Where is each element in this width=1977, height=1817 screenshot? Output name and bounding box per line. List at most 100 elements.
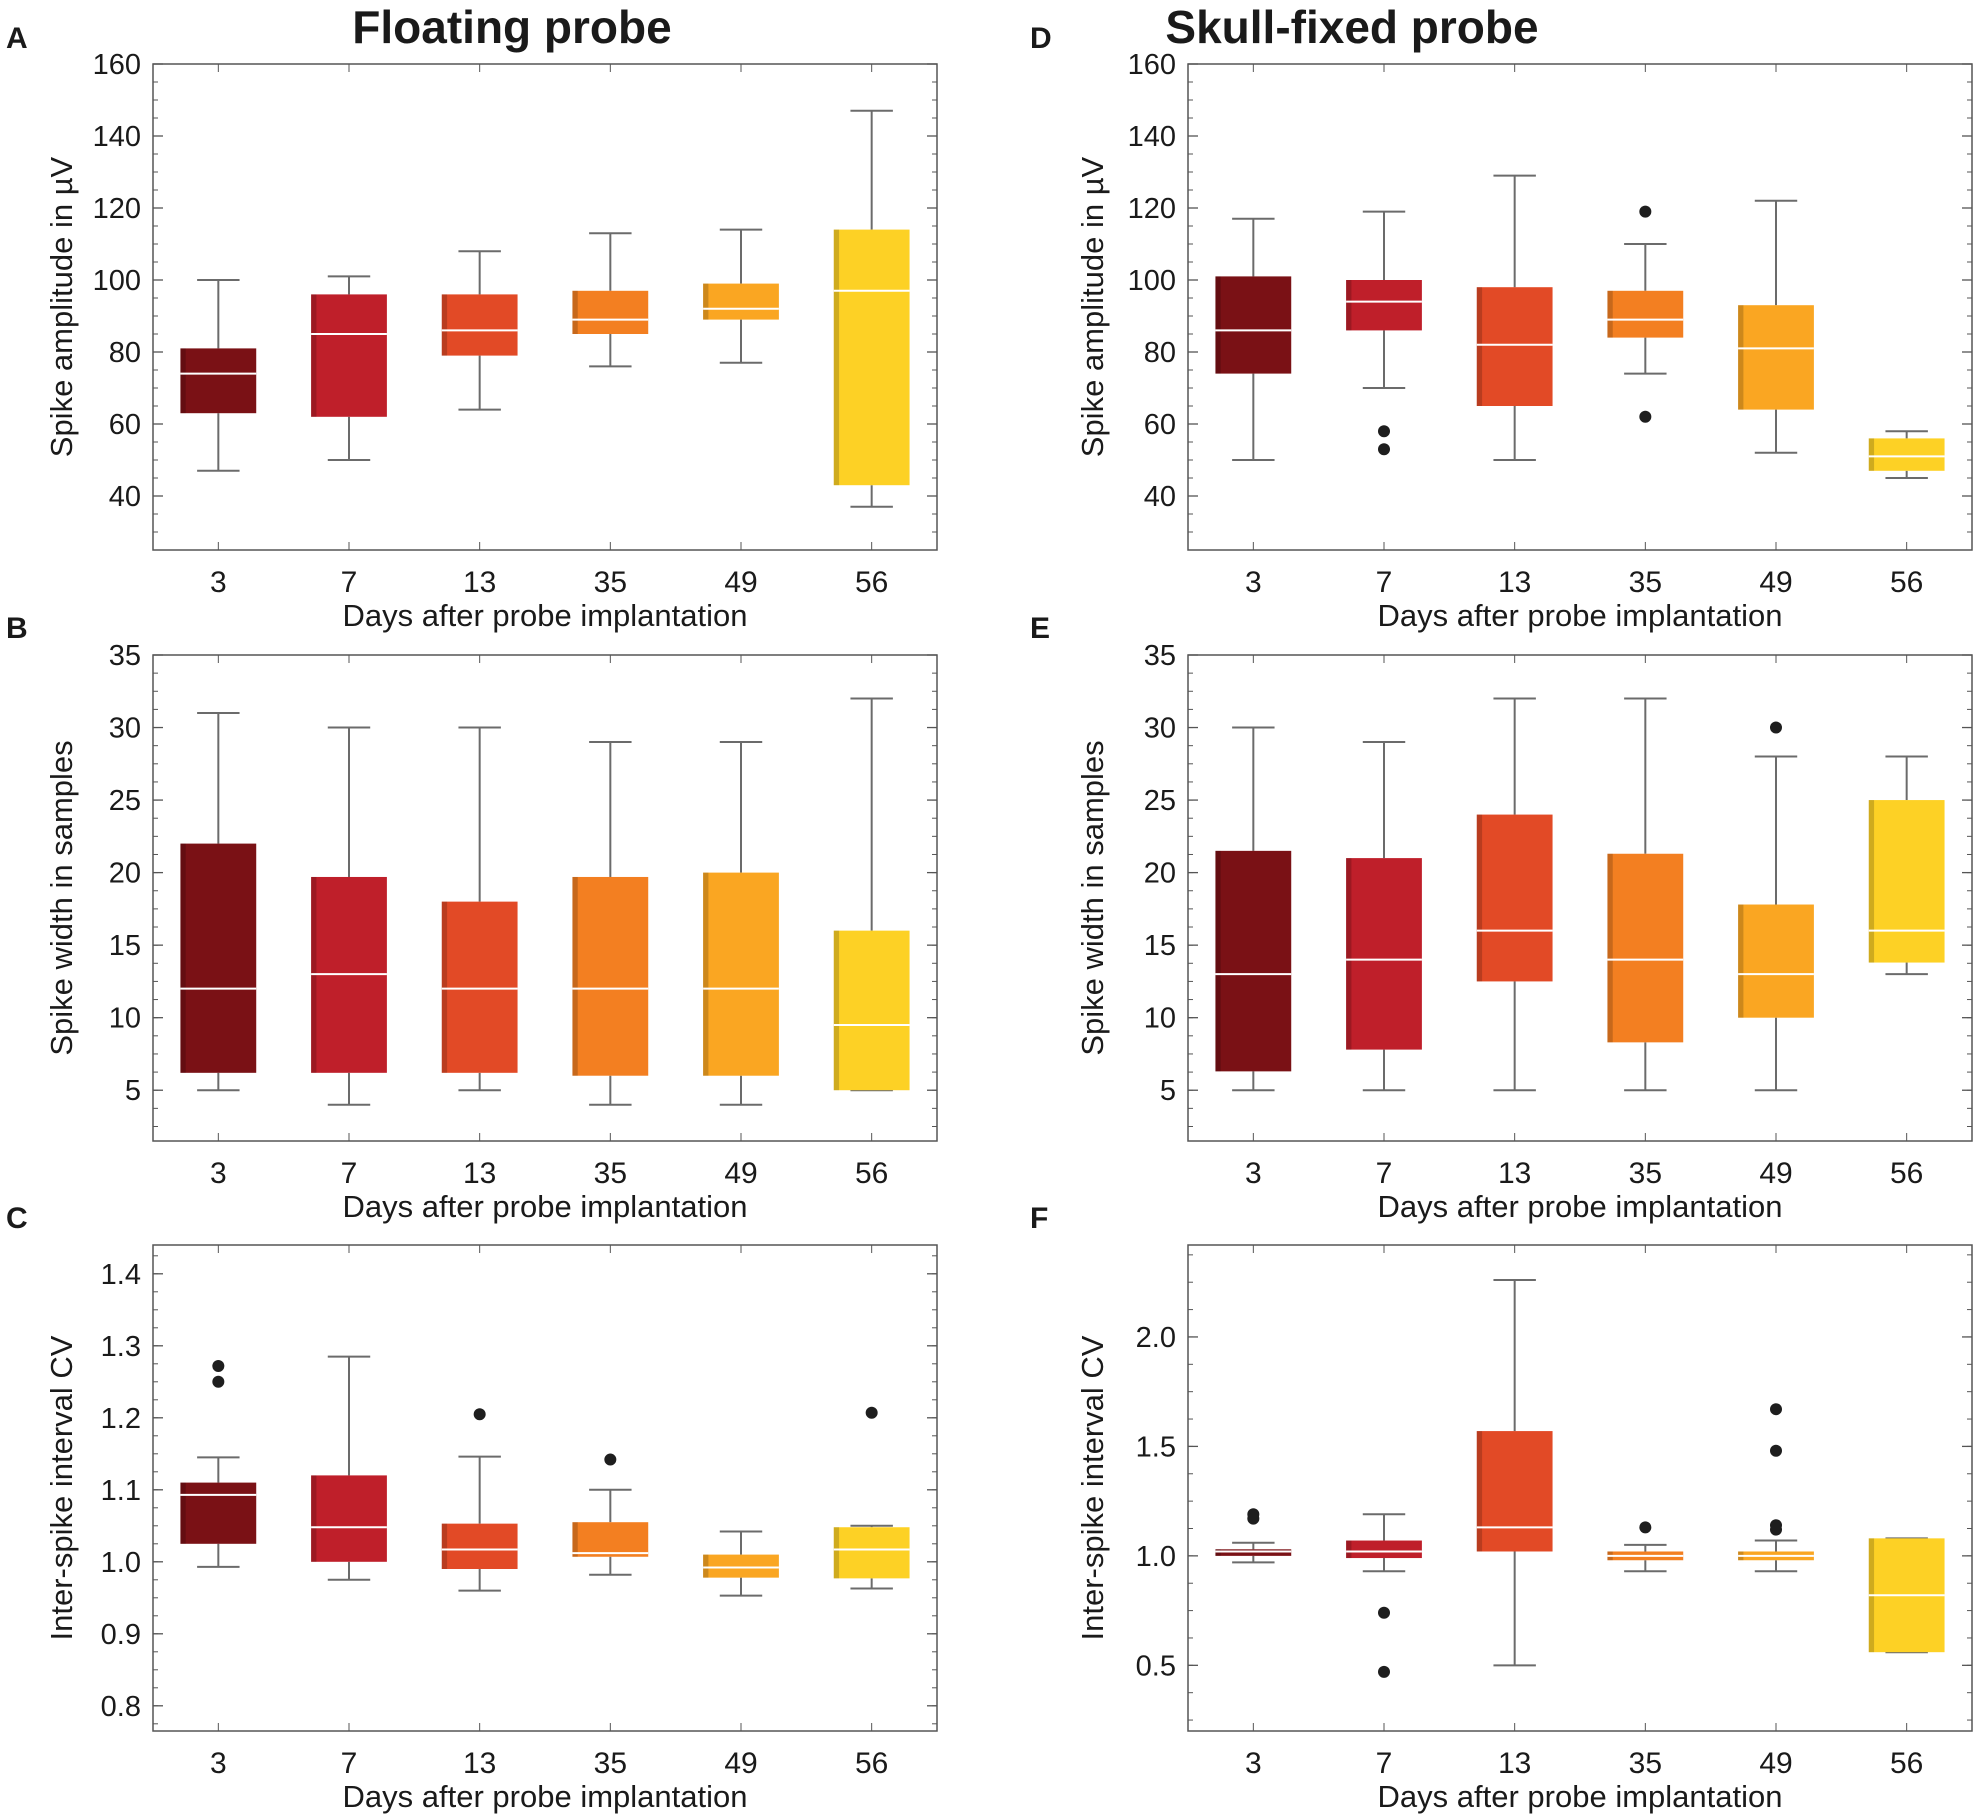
y-tick-label: 160 xyxy=(1128,49,1176,81)
box-56 xyxy=(1868,1537,1945,1654)
box-body xyxy=(833,930,910,1091)
box-49 xyxy=(1738,721,1814,1092)
box-7 xyxy=(1346,1513,1422,1678)
x-tick-label: 56 xyxy=(1890,1157,1923,1190)
x-tick-label: 7 xyxy=(341,1747,358,1780)
box-35 xyxy=(572,1453,649,1576)
box-shade xyxy=(1346,280,1352,331)
box-56 xyxy=(1868,430,1945,479)
box-3 xyxy=(1215,217,1292,461)
y-tick-label: 5 xyxy=(125,1075,141,1107)
box-shade xyxy=(1868,800,1875,963)
outlier-point xyxy=(1247,1512,1260,1525)
x-tick-label: 35 xyxy=(1629,1157,1662,1190)
y-tick-label: 0.5 xyxy=(1136,1650,1176,1682)
y-tick-label: 120 xyxy=(93,193,141,225)
box-body xyxy=(1215,850,1292,1072)
box-13 xyxy=(441,250,518,411)
y-tick-label: 1.2 xyxy=(101,1403,141,1435)
box-body xyxy=(311,1475,387,1562)
panel-letter-c: C xyxy=(6,1202,28,1235)
box-56 xyxy=(833,1406,910,1590)
box-shade xyxy=(441,294,448,356)
box-body xyxy=(1346,858,1422,1050)
box-56 xyxy=(833,697,910,1092)
outlier-point xyxy=(1378,425,1390,438)
box-body xyxy=(703,283,779,320)
box-shade xyxy=(1346,858,1352,1050)
y-tick-label: 40 xyxy=(109,481,141,513)
box-shade xyxy=(572,290,578,334)
x-axis-label: Days after probe implantation xyxy=(343,1189,748,1224)
box-body xyxy=(1346,280,1422,331)
panel-letter-a: A xyxy=(6,22,28,55)
x-tick-label: 3 xyxy=(210,566,227,599)
outlier-point xyxy=(1378,443,1390,456)
box-shade xyxy=(1476,287,1483,406)
box-7 xyxy=(311,726,387,1106)
x-tick-label: 7 xyxy=(1376,1157,1393,1190)
y-tick-label: 35 xyxy=(109,640,141,672)
plot-frame xyxy=(152,63,938,551)
y-tick-label: 15 xyxy=(1144,930,1176,962)
box-shade xyxy=(441,1523,448,1569)
x-tick-label: 56 xyxy=(1890,566,1923,599)
y-tick-label: 60 xyxy=(109,409,141,441)
box-35 xyxy=(1607,1521,1684,1573)
box-35 xyxy=(1607,205,1684,423)
box-shade xyxy=(572,1522,578,1557)
box-body xyxy=(441,1523,518,1569)
box-body xyxy=(572,876,649,1076)
x-tick-label: 49 xyxy=(724,1157,757,1190)
box-body xyxy=(1215,1549,1292,1556)
y-tick-label: 20 xyxy=(109,858,141,890)
box-shade xyxy=(180,843,186,1073)
box-body xyxy=(1476,814,1553,982)
outlier-point xyxy=(1770,721,1782,734)
box-body xyxy=(833,229,910,486)
y-tick-label: 1.3 xyxy=(101,1331,141,1363)
y-axis-label: Inter-spike interval CV xyxy=(44,1335,79,1640)
box-body xyxy=(1476,1431,1553,1552)
y-tick-label: 1.0 xyxy=(101,1547,141,1579)
x-axis-label: Days after probe implantation xyxy=(1378,1189,1783,1224)
box-shade xyxy=(572,876,578,1076)
x-tick-label: 7 xyxy=(341,1157,358,1190)
box-13 xyxy=(1476,1279,1553,1667)
x-tick-label: 7 xyxy=(1376,566,1393,599)
y-tick-label: 25 xyxy=(1144,785,1176,817)
plot-frame xyxy=(1187,1244,1973,1732)
box-body xyxy=(572,290,649,334)
box-shade xyxy=(1607,853,1613,1043)
box-13 xyxy=(441,726,518,1092)
plot-frame xyxy=(152,654,938,1142)
x-tick-label: 35 xyxy=(594,566,627,599)
outlier-point xyxy=(1378,1665,1390,1678)
x-axis-label: Days after probe implantation xyxy=(1378,1779,1783,1814)
y-tick-label: 120 xyxy=(1128,193,1176,225)
outlier-point xyxy=(865,1406,878,1419)
y-tick-label: 10 xyxy=(109,1003,141,1035)
y-tick-label: 1.0 xyxy=(1136,1541,1176,1573)
y-axis-label: Spike width in samples xyxy=(44,740,79,1055)
y-tick-label: 100 xyxy=(93,265,141,297)
plot-frame xyxy=(1187,654,1973,1142)
box-body xyxy=(703,1554,779,1578)
x-axis-label: Days after probe implantation xyxy=(343,598,748,633)
outlier-point xyxy=(1770,1403,1782,1416)
box-body xyxy=(572,1522,649,1557)
box-35 xyxy=(572,741,649,1106)
x-tick-label: 3 xyxy=(1245,1747,1262,1780)
box-body xyxy=(441,294,518,356)
box-3 xyxy=(180,279,257,472)
box-body xyxy=(1868,800,1945,963)
x-tick-label: 35 xyxy=(1629,1747,1662,1780)
x-tick-label: 49 xyxy=(1759,1157,1792,1190)
box-shade xyxy=(1738,904,1744,1018)
outlier-point xyxy=(212,1375,225,1388)
chart-panel-d: 40 60 80 100 120 140 160 3 7 13 35 49 56 Days after p… xyxy=(1075,49,1973,633)
x-tick-label: 13 xyxy=(463,1157,496,1190)
outlier-point xyxy=(1639,410,1652,423)
x-tick-label: 35 xyxy=(1629,566,1662,599)
x-tick-label: 3 xyxy=(210,1157,227,1190)
